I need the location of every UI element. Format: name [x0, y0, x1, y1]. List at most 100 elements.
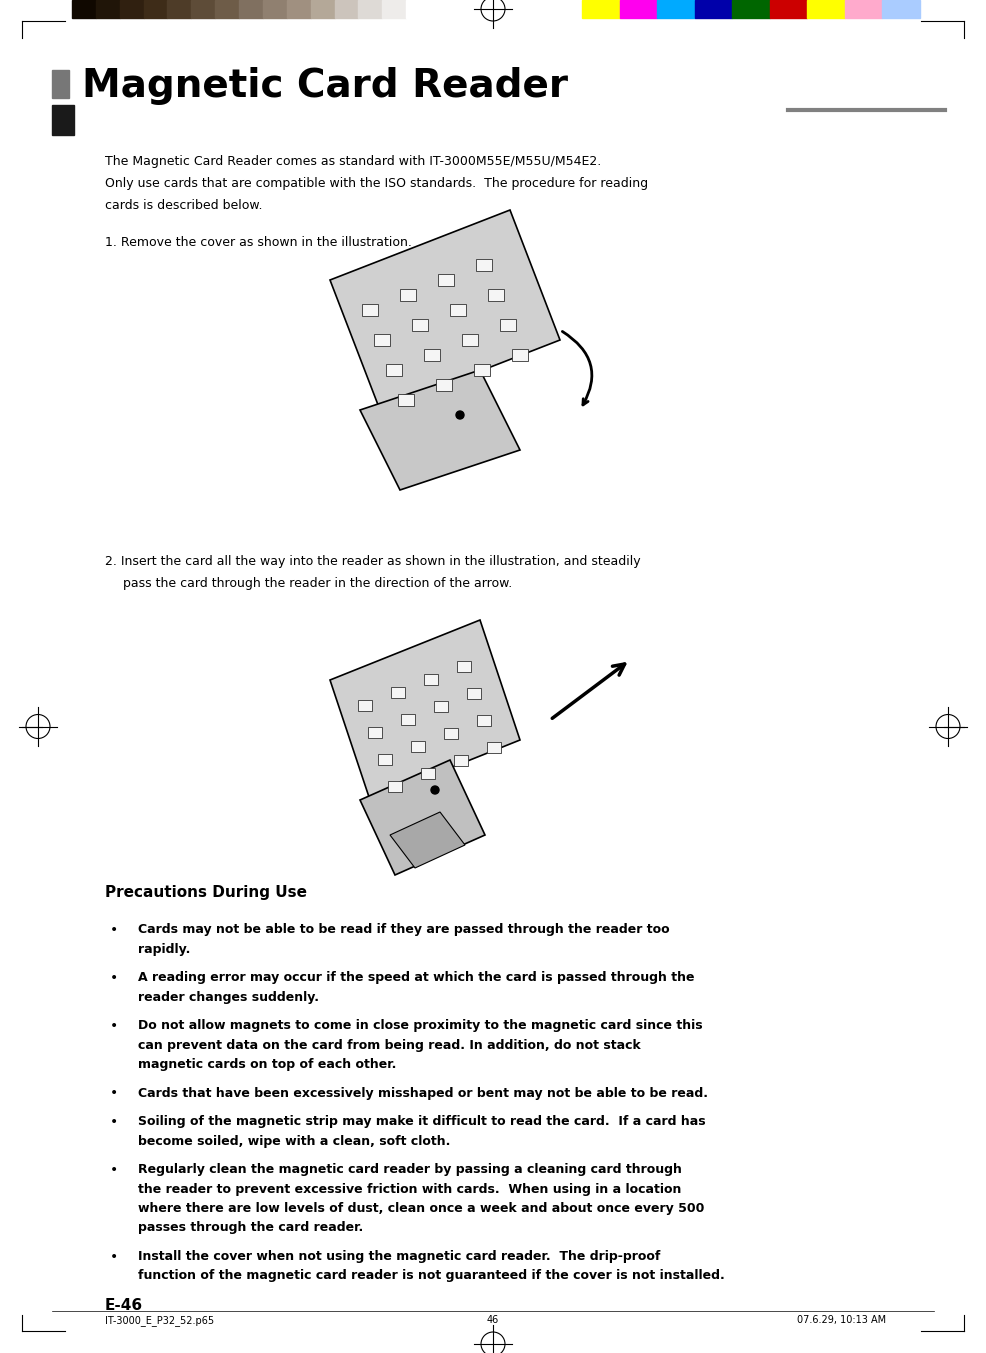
Text: Do not allow magnets to come in close proximity to the magnetic card since this: Do not allow magnets to come in close pr…	[138, 1019, 703, 1032]
Text: A reading error may occur if the speed at which the card is passed through the: A reading error may occur if the speed a…	[138, 971, 694, 984]
Polygon shape	[360, 369, 520, 490]
Bar	[358, 700, 372, 710]
Bar	[619, 0, 657, 18]
Text: Regularly clean the magnetic card reader by passing a cleaning card through: Regularly clean the magnetic card reader…	[138, 1164, 682, 1176]
Bar	[119, 0, 144, 18]
Text: become soiled, wipe with a clean, soft cloth.: become soiled, wipe with a clean, soft c…	[138, 1135, 451, 1147]
Bar	[845, 0, 882, 18]
Bar	[733, 0, 770, 18]
Text: Magnetic Card Reader: Magnetic Card Reader	[82, 68, 568, 106]
Text: The Magnetic Card Reader comes as standard with IT-3000M55E/M55U/M54E2.: The Magnetic Card Reader comes as standa…	[105, 156, 601, 168]
Text: •: •	[110, 1164, 118, 1177]
Polygon shape	[360, 760, 485, 875]
Text: cards is described below.: cards is described below.	[105, 199, 262, 212]
Bar	[72, 0, 96, 18]
Bar	[383, 0, 406, 18]
Bar	[401, 713, 415, 724]
Text: 46: 46	[487, 1315, 499, 1325]
Text: Cards that have been excessively misshaped or bent may not be able to be read.: Cards that have been excessively misshap…	[138, 1086, 708, 1100]
Text: where there are low levels of dust, clean once a week and about once every 500: where there are low levels of dust, clea…	[138, 1201, 704, 1215]
Polygon shape	[390, 812, 465, 869]
Bar	[770, 0, 808, 18]
Bar	[462, 334, 478, 346]
Bar	[882, 0, 920, 18]
Bar	[512, 349, 528, 361]
Bar	[406, 0, 430, 18]
Text: •: •	[110, 1115, 118, 1128]
Bar	[391, 686, 405, 698]
Bar	[96, 0, 119, 18]
Text: magnetic cards on top of each other.: magnetic cards on top of each other.	[138, 1058, 396, 1072]
Bar	[311, 0, 334, 18]
Bar	[388, 781, 402, 792]
Text: IT-3000_E_P32_52.p65: IT-3000_E_P32_52.p65	[105, 1315, 214, 1326]
Bar	[438, 275, 454, 285]
Text: •: •	[110, 1250, 118, 1264]
Text: Only use cards that are compatible with the ISO standards.  The procedure for re: Only use cards that are compatible with …	[105, 177, 648, 189]
Bar	[52, 106, 74, 135]
Bar	[362, 304, 378, 317]
Text: the reader to prevent excessive friction with cards.  When using in a location: the reader to prevent excessive friction…	[138, 1183, 681, 1196]
Bar	[454, 755, 468, 766]
Bar	[444, 728, 458, 739]
Bar	[436, 379, 452, 391]
Circle shape	[431, 786, 439, 794]
Bar	[412, 319, 428, 331]
Text: pass the card through the reader in the direction of the arrow.: pass the card through the reader in the …	[123, 576, 513, 590]
Bar	[215, 0, 239, 18]
Bar	[434, 701, 448, 712]
Text: Soiling of the magnetic strip may make it difficult to read the card.  If a card: Soiling of the magnetic strip may make i…	[138, 1115, 706, 1128]
Text: 07.6.29, 10:13 AM: 07.6.29, 10:13 AM	[797, 1315, 886, 1325]
Bar	[500, 319, 516, 331]
Bar	[421, 767, 435, 778]
Bar	[398, 394, 414, 406]
Text: E-46: E-46	[105, 1298, 143, 1312]
Polygon shape	[330, 210, 560, 410]
Bar	[368, 727, 382, 737]
Text: 1. Remove the cover as shown in the illustration.: 1. Remove the cover as shown in the illu…	[105, 235, 412, 249]
Bar	[474, 364, 490, 376]
Bar	[808, 0, 845, 18]
Circle shape	[456, 411, 464, 419]
Bar	[450, 304, 466, 317]
Bar	[457, 660, 471, 671]
Text: •: •	[110, 1019, 118, 1032]
Bar	[487, 741, 501, 752]
Text: Precautions During Use: Precautions During Use	[105, 885, 307, 900]
Text: passes through the card reader.: passes through the card reader.	[138, 1222, 363, 1234]
Bar	[477, 714, 491, 725]
Text: rapidly.: rapidly.	[138, 943, 190, 955]
Bar	[476, 258, 492, 271]
Bar	[239, 0, 263, 18]
Text: 2. Insert the card all the way into the reader as shown in the illustration, and: 2. Insert the card all the way into the …	[105, 555, 641, 568]
Bar	[424, 349, 440, 361]
Bar	[424, 674, 438, 685]
Text: •: •	[110, 1086, 118, 1100]
Polygon shape	[330, 620, 520, 800]
Text: can prevent data on the card from being read. In addition, do not stack: can prevent data on the card from being …	[138, 1039, 641, 1051]
Bar	[400, 290, 416, 300]
Text: •: •	[110, 923, 118, 938]
Text: reader changes suddenly.: reader changes suddenly.	[138, 990, 319, 1004]
Bar	[334, 0, 358, 18]
Bar	[467, 687, 481, 698]
Bar	[488, 290, 504, 300]
Bar	[657, 0, 695, 18]
Text: Cards may not be able to be read if they are passed through the reader too: Cards may not be able to be read if they…	[138, 923, 669, 936]
Bar	[378, 754, 392, 764]
Bar	[263, 0, 287, 18]
Text: •: •	[110, 971, 118, 985]
Bar	[582, 0, 619, 18]
Bar	[52, 70, 69, 97]
Bar	[411, 740, 425, 751]
Bar	[144, 0, 168, 18]
Text: function of the magnetic card reader is not guaranteed if the cover is not insta: function of the magnetic card reader is …	[138, 1269, 725, 1283]
Text: Install the cover when not using the magnetic card reader.  The drip-proof: Install the cover when not using the mag…	[138, 1250, 661, 1262]
Bar	[358, 0, 383, 18]
Bar	[287, 0, 311, 18]
Bar	[191, 0, 215, 18]
Bar	[168, 0, 191, 18]
Bar	[374, 334, 390, 346]
Bar	[695, 0, 733, 18]
Bar	[386, 364, 402, 376]
